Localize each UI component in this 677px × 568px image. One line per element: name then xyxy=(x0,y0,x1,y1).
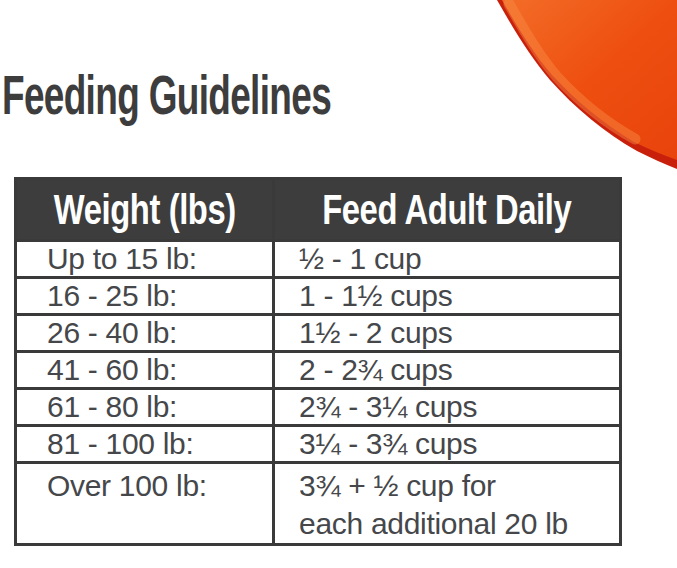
feed-line-2: each additional 20 lb xyxy=(299,505,619,543)
table-row: 61 - 80 lb: 2¾ - 3¼ cups xyxy=(16,389,621,426)
weight-cell: 61 - 80 lb: xyxy=(16,389,274,426)
header-row: Weight (lbs) Feed Adult Daily xyxy=(16,179,621,241)
column-header-feed: Feed Adult Daily xyxy=(274,179,621,241)
table-row: 41 - 60 lb: 2 - 2¾ cups xyxy=(16,352,621,389)
feeding-guidelines-table: Weight (lbs) Feed Adult Daily Up to 15 l… xyxy=(14,177,622,546)
column-header-weight: Weight (lbs) xyxy=(16,179,274,241)
orange-swoosh-decoration xyxy=(487,0,677,175)
swoosh-orange-body xyxy=(502,0,677,160)
weight-cell: Over 100 lb: xyxy=(16,463,274,545)
table-row: 81 - 100 lb: 3¼ - 3¾ cups xyxy=(16,426,621,463)
column-header-feed-label: Feed Adult Daily xyxy=(322,186,571,234)
feed-cell: 2¾ - 3¼ cups xyxy=(274,389,621,426)
feed-cell: 3¼ - 3¾ cups xyxy=(274,426,621,463)
weight-cell: 26 - 40 lb: xyxy=(16,315,274,352)
weight-cell: 41 - 60 lb: xyxy=(16,352,274,389)
table-row: 16 - 25 lb: 1 - 1½ cups xyxy=(16,278,621,315)
table-row: 26 - 40 lb: 1½ - 2 cups xyxy=(16,315,621,352)
feed-cell: ½ - 1 cup xyxy=(274,241,621,278)
feed-cell: 3¾ + ½ cup for each additional 20 lb xyxy=(274,463,621,545)
table-row: Up to 15 lb: ½ - 1 cup xyxy=(16,241,621,278)
feed-cell: 1 - 1½ cups xyxy=(274,278,621,315)
feed-cell: 2 - 2¾ cups xyxy=(274,352,621,389)
feed-line-1: 3¾ + ½ cup for xyxy=(299,467,619,505)
page-title: Feeding Guidelines xyxy=(2,66,331,124)
feed-cell: 1½ - 2 cups xyxy=(274,315,621,352)
weight-cell: 81 - 100 lb: xyxy=(16,426,274,463)
table-row: Over 100 lb: 3¾ + ½ cup for each additio… xyxy=(16,463,621,545)
column-header-weight-label: Weight (lbs) xyxy=(53,186,235,234)
weight-cell: 16 - 25 lb: xyxy=(16,278,274,315)
page: Feeding Guidelines Weight (lbs) Feed Adu… xyxy=(0,0,677,568)
weight-cell: Up to 15 lb: xyxy=(16,241,274,278)
